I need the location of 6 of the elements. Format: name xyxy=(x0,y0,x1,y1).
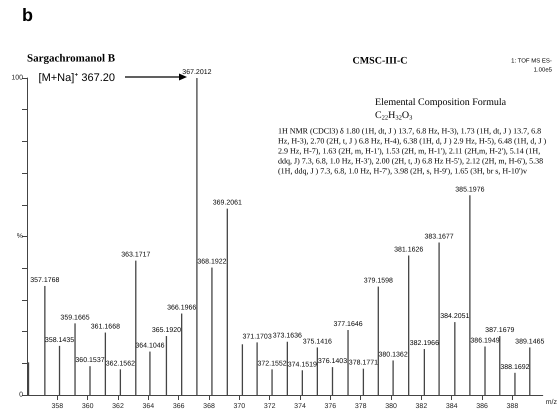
annotation: Elemental Composition Formula xyxy=(375,96,507,108)
annotation: [M+Na]⁺ 367.20 xyxy=(38,72,116,84)
chart-subtitle: CMSC-III-C xyxy=(352,56,408,66)
text: b xyxy=(22,5,33,26)
chart-title: Sargachromanol B xyxy=(27,52,116,64)
annotation: 1H NMR (CDCl3) δ 1.80 (1H, dt, J ) 13.7, 6.8 Hz, H-3), 1.73 (1H, dt, J ) 13.7, 6.8 Hz, H-3), 2.70 (2H, t, J ) 6.8 Hz, H-4), 6.38 (1H, d, J ) 2.9 Hz, H-5), 6.48 (1H, d, J ) 2.9 Hz, H-7), 1.63 (2H, m, H-1'), 1.53 (2H, m, H-1'), 2.11 (2H,m, H-2'), 5.14 (1H, ddq, J) 7.3, 6.8, 1.0 Hz, H-3'), 2.00 (2H, t, J) 6.8 Hz H-5'), 2.12 (2H, m, H-6'), 5.38 (1H, ddq, J ) 7.3, 6.8, 1.0 Hz, H-7'), 3.98 (2H, s, H-9'), 1.65 (3H, br s, H-10')v xyxy=(278,126,548,176)
